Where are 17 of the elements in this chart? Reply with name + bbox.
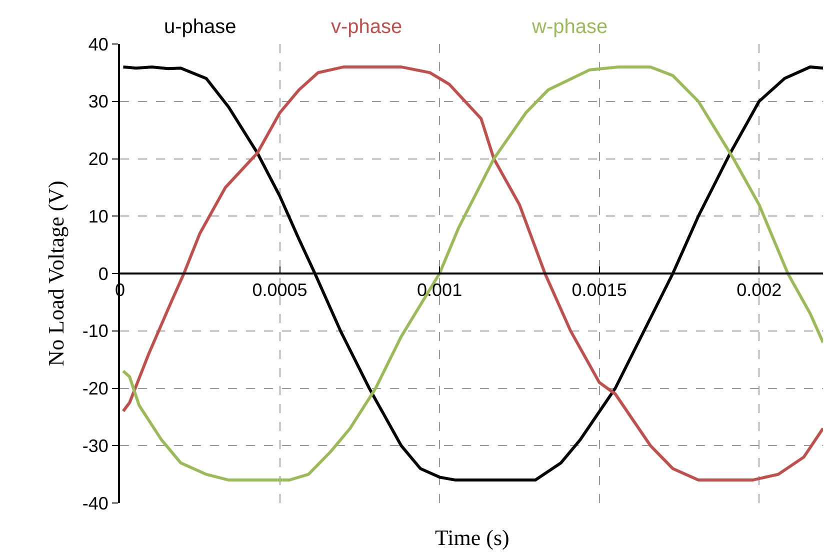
x-tick-label: 0.0005 (252, 280, 308, 300)
y-tick-label: 30 (88, 92, 108, 112)
series-label: v-phase (331, 16, 402, 38)
x-tick-label: 0.0015 (572, 280, 627, 300)
y-tick-label: -10 (82, 321, 108, 342)
x-tick-label: 0.002 (736, 280, 782, 300)
y-tick-label: 40 (88, 34, 108, 54)
y-tick-label: 20 (88, 149, 108, 170)
series-label: u-phase (164, 16, 236, 38)
y-axis-title: No Load Voltage (V) (44, 180, 69, 366)
series-label: w-phase (531, 16, 608, 38)
x-axis-title: Time (s) (435, 525, 510, 550)
y-tick-label: 10 (88, 206, 108, 226)
y-tick-label: -30 (82, 436, 108, 456)
y-tick-label: -40 (82, 493, 108, 514)
y-tick-label: -20 (82, 378, 108, 399)
y-tick-label: 0 (98, 264, 108, 284)
